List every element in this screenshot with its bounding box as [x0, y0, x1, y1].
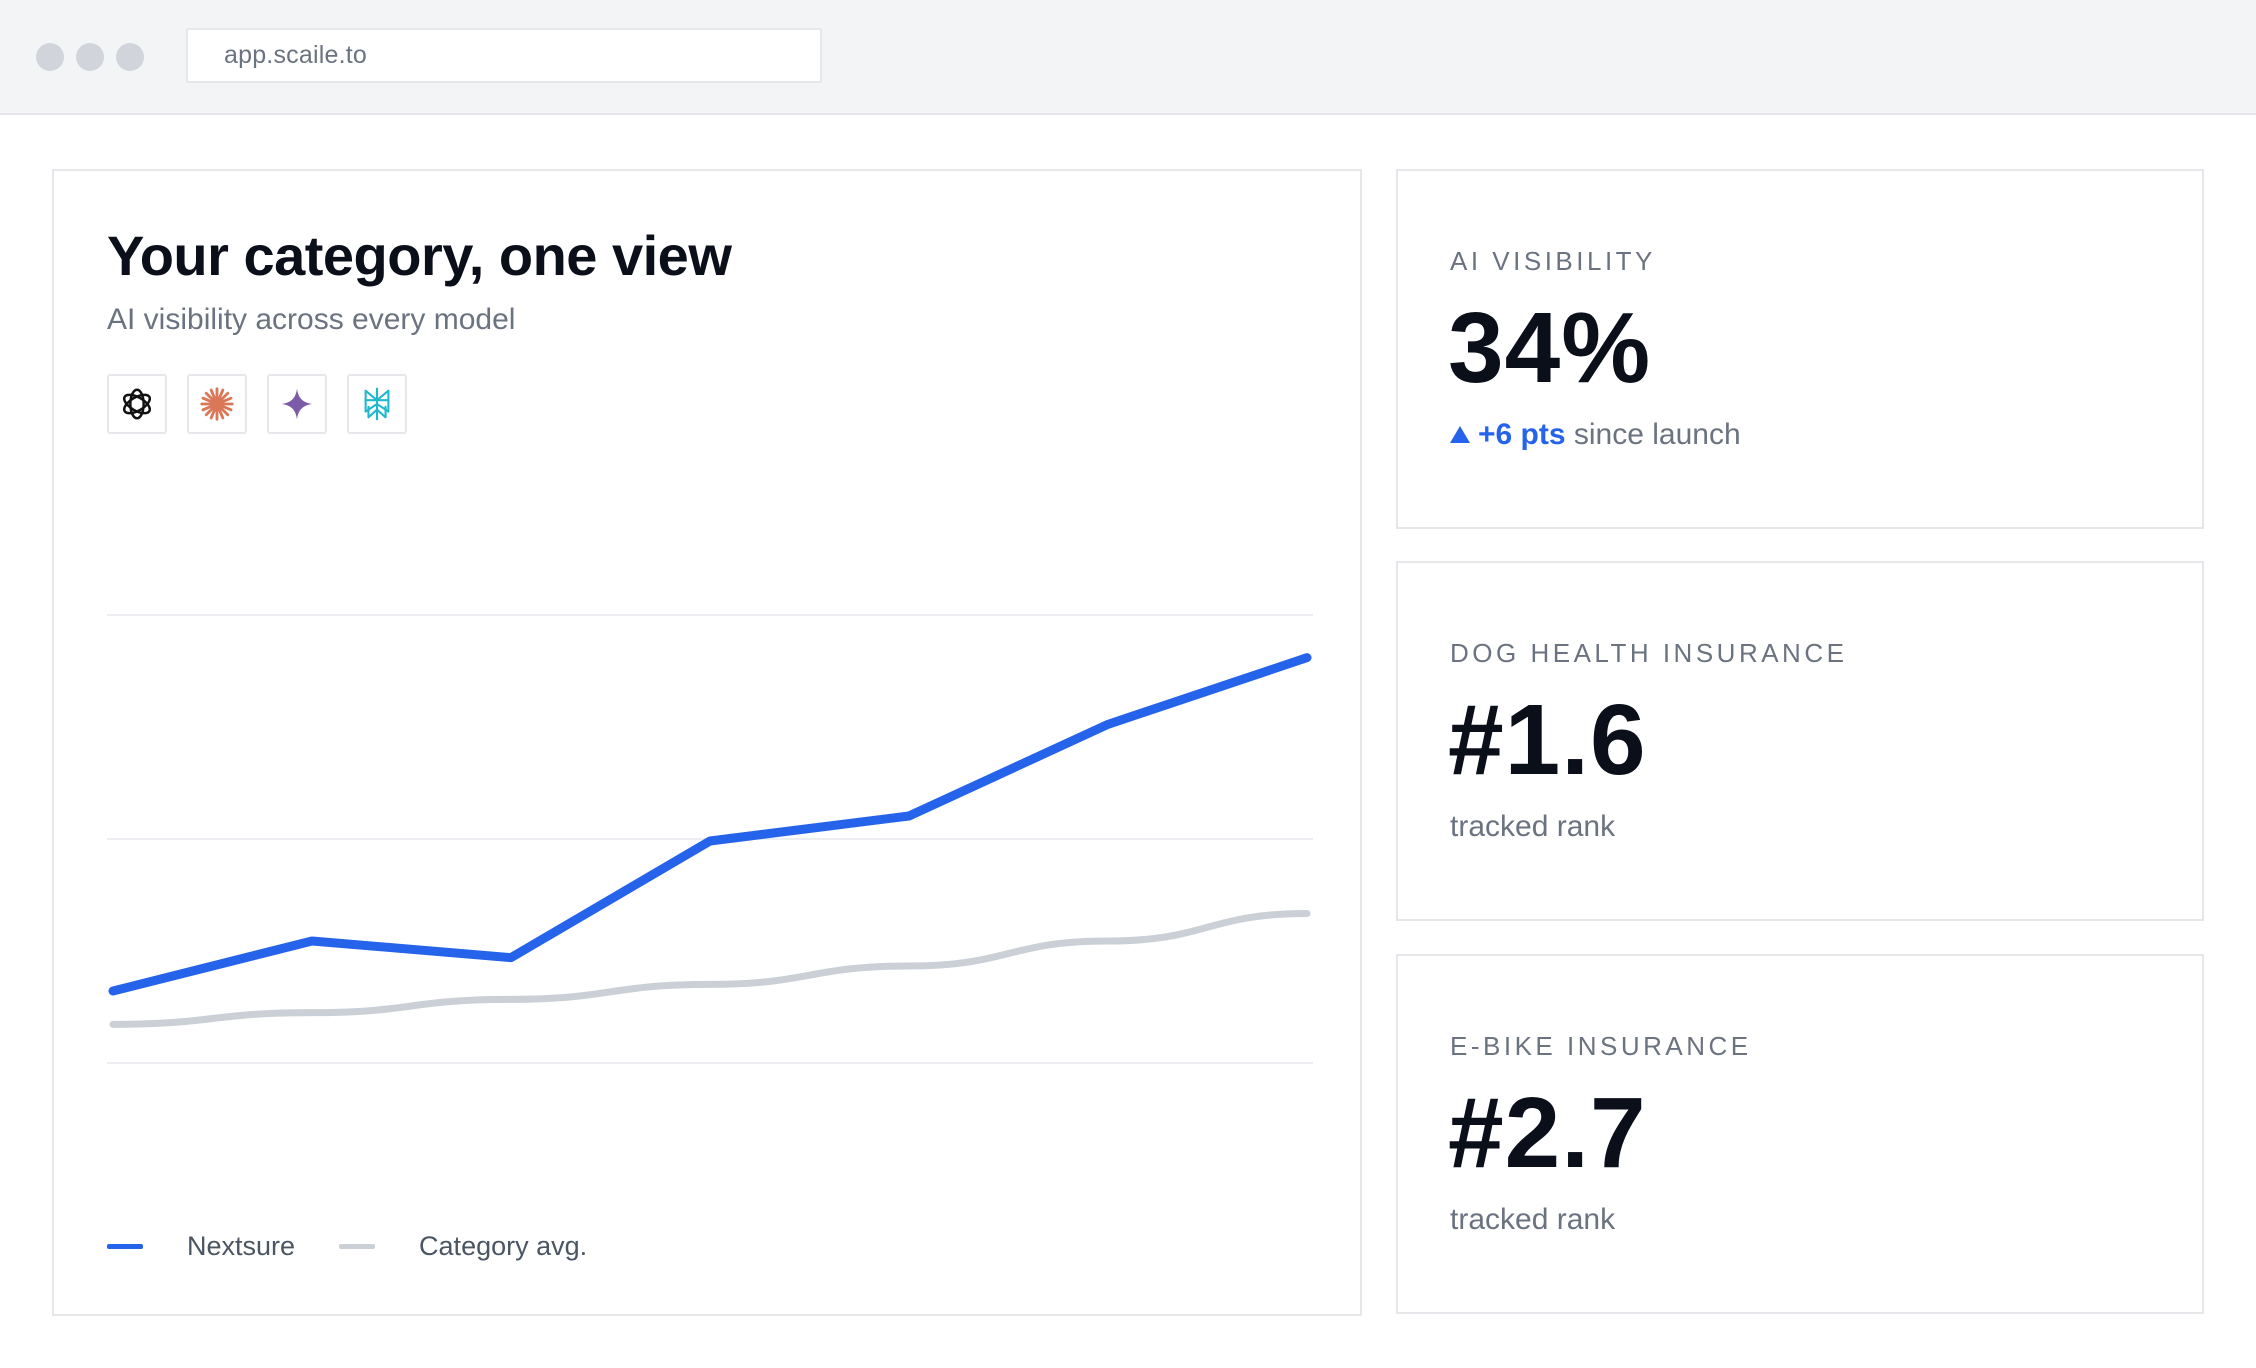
chart-legend: Nextsure Category avg. [107, 1231, 631, 1262]
stat-delta: +6 pts since launch [1450, 418, 1741, 452]
stat-value: 34% [1448, 292, 1652, 404]
delta-caption: since launch [1573, 418, 1741, 451]
address-bar[interactable]: app.scaile.to [186, 28, 822, 83]
openai-glyph [122, 388, 152, 420]
series-line-nextsure [108, 653, 1312, 996]
stat-caption: tracked rank [1450, 810, 1616, 843]
legend-swatch-category-avg [339, 1244, 376, 1249]
stat-label: AI VISIBILITY [1450, 246, 1656, 276]
perplexity-glyph [364, 387, 390, 421]
series-line-category-avg [109, 910, 1311, 1028]
gemini-glyph [281, 388, 313, 420]
category-chart-card: Your category, one view AI visibility ac… [52, 169, 1362, 1316]
visibility-line-chart [107, 614, 1313, 1064]
chart-title: Your category, one view [107, 224, 732, 287]
legend-label-category-avg: Category avg. [419, 1231, 588, 1261]
claude-glyph [200, 387, 234, 421]
model-icons [107, 374, 407, 434]
legend-label-nextsure: Nextsure [187, 1231, 296, 1261]
claude-icon[interactable] [187, 374, 247, 434]
window-maximize-dot[interactable] [116, 43, 144, 71]
legend-swatch-nextsure [107, 1244, 143, 1249]
stat-card-dog-health-insurance: DOG HEALTH INSURANCE #1.6 tracked rank [1396, 561, 2204, 921]
stat-card-ai-visibility: AI VISIBILITY 34% +6 pts since launch [1396, 169, 2204, 529]
stat-caption: tracked rank [1450, 1203, 1616, 1236]
stat-label: DOG HEALTH INSURANCE [1450, 638, 1848, 668]
stat-value: #1.6 [1448, 684, 1647, 796]
stat-label: E-BIKE INSURANCE [1450, 1031, 1752, 1061]
stat-value: #2.7 [1448, 1077, 1647, 1189]
window-minimize-dot[interactable] [76, 43, 104, 71]
openai-icon[interactable] [107, 374, 167, 434]
chart-subtitle: AI visibility across every model [107, 303, 516, 336]
perplexity-icon[interactable] [347, 374, 407, 434]
delta-value: +6 pts [1478, 418, 1566, 451]
stat-card-e-bike-insurance: E-BIKE INSURANCE #2.7 tracked rank [1396, 954, 2204, 1314]
gemini-icon[interactable] [267, 374, 327, 434]
arrow-up-icon [1450, 426, 1470, 443]
browser-chrome: app.scaile.to [0, 0, 2256, 115]
window-close-dot[interactable] [36, 43, 64, 71]
